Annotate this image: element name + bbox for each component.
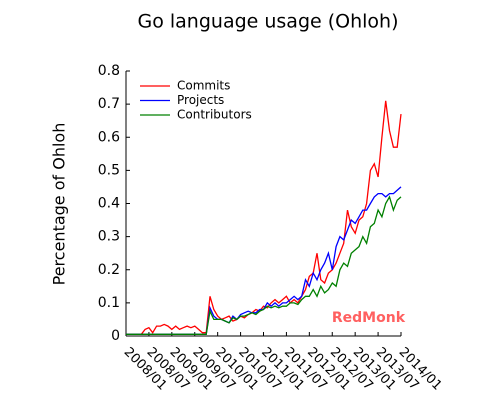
line-series	[126, 100, 402, 335]
y-tick-label: 0.2	[98, 262, 120, 278]
legend-label: Commits	[177, 79, 230, 93]
y-tick-label: 0	[111, 328, 120, 344]
chart-title: Go language usage (Ohloh)	[137, 11, 398, 33]
y-axis-label: Percentage of Ohloh	[50, 123, 69, 286]
line-series	[126, 195, 402, 335]
y-tick-label: 0.7	[98, 96, 120, 112]
legend-label: Contributors	[177, 108, 252, 122]
watermark: RedMonk	[332, 310, 406, 326]
legend-label: Projects	[177, 93, 224, 107]
y-tick-label: 0.8	[98, 63, 120, 79]
y-tick-label: 0.4	[98, 196, 120, 212]
y-tick-label: 0.3	[98, 229, 120, 245]
y-tick-label: 0.1	[98, 295, 120, 311]
y-tick-label: 0.6	[98, 129, 120, 145]
y-tick-label: 0.5	[98, 162, 120, 178]
